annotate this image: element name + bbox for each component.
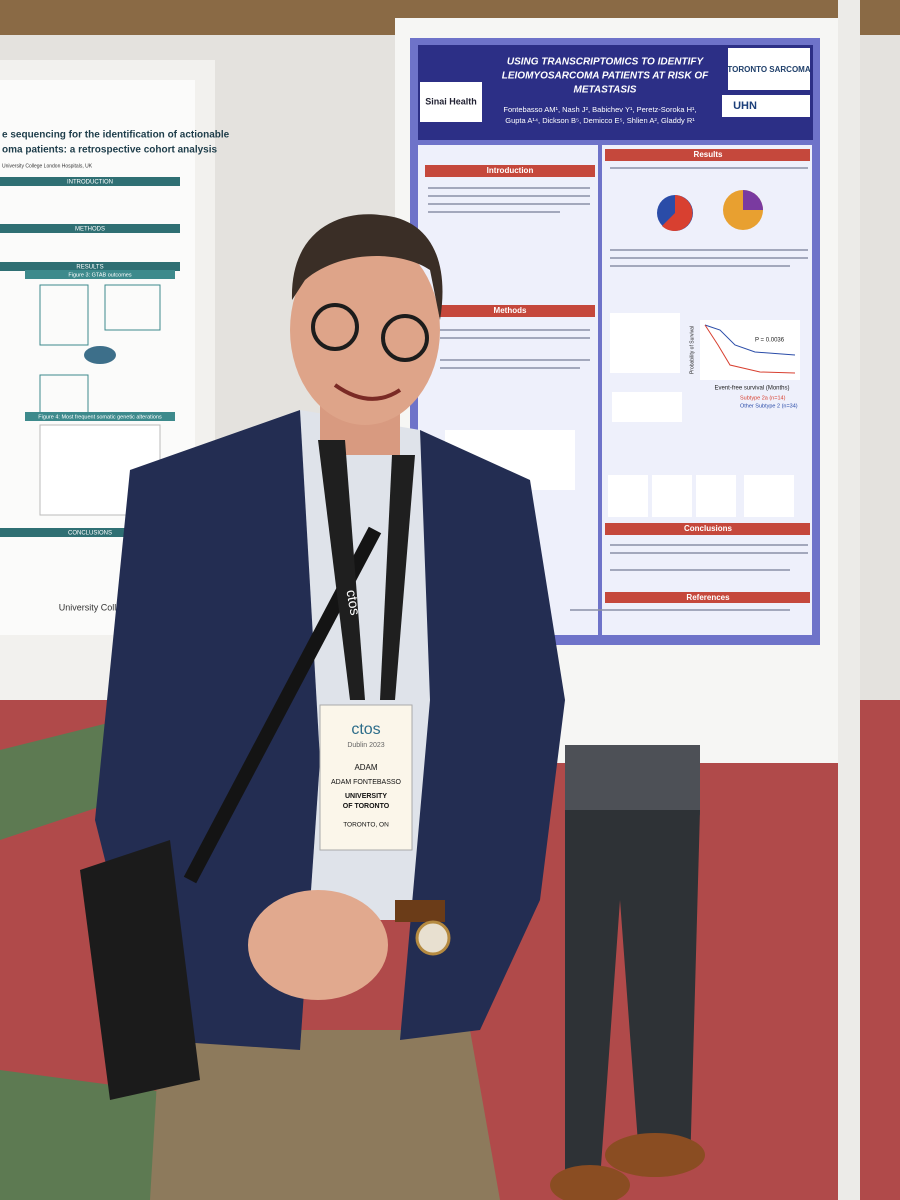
logo: UHN bbox=[733, 100, 757, 112]
logo-box bbox=[722, 95, 810, 117]
bag bbox=[80, 840, 200, 1100]
shoe bbox=[605, 1133, 705, 1177]
pie-slice bbox=[743, 190, 763, 210]
badge-institution: OF TORONTO bbox=[343, 803, 390, 810]
left-title: oma patients: a retrospective cohort ana… bbox=[2, 145, 218, 156]
section-band bbox=[0, 177, 180, 186]
section-heading: Introduction bbox=[487, 166, 534, 175]
badge-city: TORONTO, ON bbox=[343, 822, 389, 829]
lanyard bbox=[380, 455, 415, 700]
section-band bbox=[0, 262, 180, 271]
flow-box bbox=[104, 284, 161, 331]
hair bbox=[291, 214, 443, 320]
jacket bbox=[400, 430, 565, 1040]
logo-box bbox=[728, 48, 810, 90]
body-text bbox=[428, 167, 808, 611]
section-band bbox=[605, 149, 810, 161]
gsea-plot bbox=[696, 475, 736, 517]
left-section: RESULTS bbox=[76, 265, 103, 271]
logo: Sinai Health bbox=[425, 96, 477, 106]
badge-event: Dublin 2023 bbox=[347, 742, 384, 749]
box-plot bbox=[744, 475, 794, 517]
carpet-stripe bbox=[0, 720, 120, 840]
section-heading: Results bbox=[694, 150, 723, 159]
figure-caption: Figure 3: GTAB outcomes bbox=[68, 272, 131, 278]
badge-institution: UNIVERSITY bbox=[345, 793, 387, 800]
bystander-legs bbox=[565, 810, 700, 1180]
logo-box bbox=[420, 82, 482, 122]
poster-authors: Fontebasso AM¹, Nash J², Babichev Y¹, Pe… bbox=[503, 105, 696, 114]
lanyard bbox=[318, 440, 365, 700]
gsea-plot bbox=[652, 475, 692, 517]
section-band bbox=[0, 224, 180, 233]
km-curve bbox=[704, 324, 796, 374]
left-section: CONCLUSIONS bbox=[68, 531, 112, 537]
left-section: INTRODUCTION bbox=[67, 180, 113, 186]
legend-entry: Subtype 2a (n=14) bbox=[740, 395, 786, 401]
axis-label: Probability of Survival bbox=[689, 326, 695, 374]
smile bbox=[333, 383, 402, 401]
badge-logo: ctos bbox=[351, 721, 380, 738]
left-affiliation: University College London Hospitals, UK bbox=[2, 163, 93, 169]
pie-slice bbox=[662, 195, 693, 231]
section-band bbox=[0, 528, 180, 537]
flow-node bbox=[84, 346, 116, 364]
face bbox=[290, 235, 440, 425]
left-title: e sequencing for the identification of a… bbox=[2, 130, 230, 141]
poster-title: LEIOMYOSARCOMA PATIENTS AT RISK OF bbox=[502, 71, 709, 82]
umap-plot bbox=[610, 313, 680, 373]
section-heading: Methods bbox=[494, 306, 527, 315]
trousers bbox=[150, 1030, 500, 1200]
left-section: METHODS bbox=[75, 227, 105, 233]
legend-entry: Other Subtype 2 (n=34) bbox=[740, 403, 798, 409]
section-heading: References bbox=[686, 593, 730, 602]
km-curve bbox=[704, 324, 796, 356]
bystander-torso bbox=[565, 745, 700, 815]
hand bbox=[248, 890, 388, 1000]
section-band bbox=[425, 165, 595, 177]
section-band bbox=[605, 523, 810, 535]
figure-band bbox=[25, 270, 175, 279]
figure-caption: Figure 4: Most frequent somatic genetic … bbox=[38, 414, 162, 420]
watch bbox=[415, 920, 451, 956]
glasses bbox=[381, 314, 429, 362]
section-heading: Conclusions bbox=[684, 524, 733, 533]
gsea-plot bbox=[608, 475, 648, 517]
name-badge bbox=[319, 704, 413, 851]
logo: TORONTO SARCOMA bbox=[727, 65, 810, 74]
bar-plot bbox=[612, 392, 682, 422]
flow-box bbox=[39, 284, 89, 346]
badge-first-name: ADAM bbox=[354, 763, 377, 772]
axis-label: Event-free survival (Months) bbox=[714, 386, 789, 392]
watch-strap bbox=[395, 900, 445, 922]
lanyard-text: ctos bbox=[343, 588, 363, 616]
left-footer: University College bbox=[59, 602, 132, 612]
p-value: P = 0.0036 bbox=[755, 338, 785, 344]
shoe bbox=[550, 1165, 630, 1200]
glasses bbox=[311, 303, 359, 351]
poster-title: METASTASIS bbox=[574, 85, 637, 96]
figure-band bbox=[25, 412, 175, 421]
board-post bbox=[838, 0, 860, 1200]
section-band bbox=[605, 592, 810, 603]
badge-full-name: ADAM FONTEBASSO bbox=[331, 779, 402, 786]
poster-title: USING TRANSCRIPTOMICS TO IDENTIFY bbox=[507, 57, 705, 68]
poster-authors: Gupta A¹⁴, Dickson B⁵, Demicco E⁵, Shlie… bbox=[505, 116, 695, 125]
section-band bbox=[425, 305, 595, 317]
